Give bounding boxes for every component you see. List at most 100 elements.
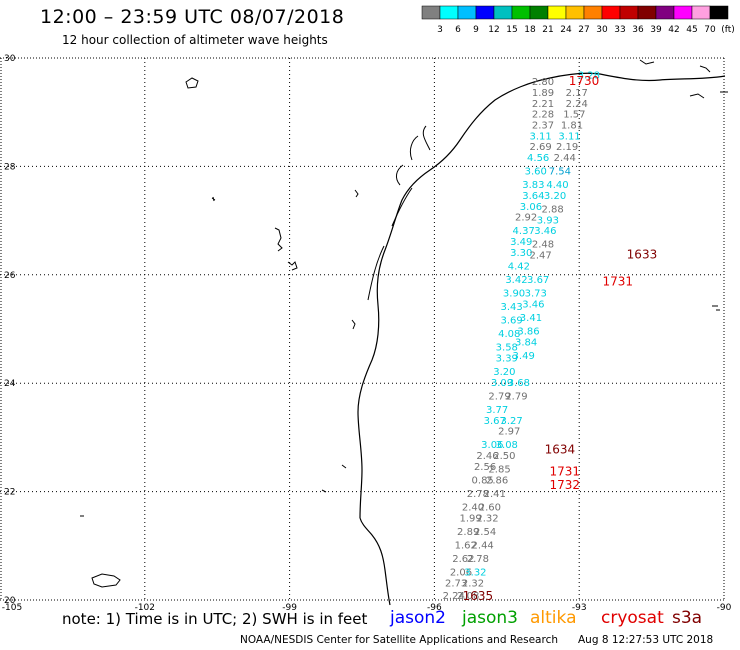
color-scale-legend: 3 6 9 12 15 18 21 24 27 30 33 36 39 42 45 70 (ft): [421, 5, 735, 35]
colorbar-label: 18: [524, 25, 536, 35]
wave-height-label: 2.37: [532, 120, 554, 131]
x-tick-label: -90: [717, 603, 732, 613]
wave-height-label: 3.77: [486, 405, 508, 416]
wave-height-label: 3.11: [558, 131, 580, 142]
colorbar-swatch: [529, 5, 549, 20]
footer-note: note: 1) Time is in UTC; 2) SWH is in fe…: [62, 610, 368, 628]
wave-height-label: 1.99: [459, 513, 481, 524]
inland-lake-3: [287, 261, 298, 271]
altimeter-track-a: 3.282.801.892.212.282.373.112.694.563.60…: [443, 71, 600, 602]
pass-time-label: 1730: [569, 74, 600, 88]
y-tick-label: 30: [4, 54, 16, 64]
colorbar-label: 21: [542, 25, 553, 35]
x-tick-label: -99: [282, 603, 297, 613]
wave-height-label: 3.43: [500, 302, 522, 313]
colorbar-swatch: [583, 5, 603, 20]
bay-matagorda: [395, 164, 404, 186]
wave-height-label: 3.06: [520, 202, 542, 213]
wave-height-label: 3.20: [493, 367, 515, 378]
y-tick-label: 26: [4, 271, 16, 281]
wave-height-label: 2.79: [488, 391, 510, 402]
wave-height-label: 3.08: [496, 440, 518, 451]
wave-height-label: 2.08: [457, 591, 479, 602]
x-tick-label: -102: [135, 603, 155, 613]
pass-time-label: 1635: [463, 589, 494, 603]
wave-height-label: 2.85: [488, 465, 510, 476]
colorbar-label: 33: [614, 25, 625, 35]
wave-height-label: 2.41: [484, 489, 506, 500]
wave-height-label: 3.39: [496, 354, 518, 365]
wave-height-label: 2.97: [498, 427, 520, 438]
wave-height-label: 4.56: [527, 153, 549, 164]
wave-height-label: 2.32: [462, 578, 484, 589]
wave-height-label: 1.81: [561, 120, 583, 131]
wave-height-label: 2.06: [450, 568, 472, 579]
satellite-jason2: jason2: [390, 608, 446, 628]
wave-height-label: 3.83: [522, 180, 544, 191]
colorbar-swatch: [457, 5, 477, 20]
wave-height-label: 2.17: [566, 88, 588, 99]
wave-height-label: 4.40: [546, 180, 568, 191]
inland-lake-6: [80, 515, 121, 588]
wave-height-label: 3.42: [505, 275, 527, 286]
wave-height-label: 2.80: [532, 77, 554, 88]
axis-tick-labels: -105 -102 -99 -96 -93 -90 30 28 26 24 22 20: [2, 54, 732, 613]
bay-galveston: [409, 125, 431, 161]
generated-timestamp: Aug 8 12:27:53 UTC 2018: [578, 634, 714, 646]
satellite-jason3: jason3: [462, 608, 518, 628]
wave-height-label: 2.32: [476, 513, 498, 524]
colorbar-label: 70: [704, 25, 716, 35]
colorbar-label: 45: [686, 25, 697, 35]
wave-height-label: 4.08: [498, 329, 520, 340]
wave-height-label: 3.06: [481, 440, 503, 451]
wave-height-label: 3.46: [522, 299, 544, 310]
colorbar-label: 15: [506, 25, 517, 35]
wave-height-label: 3.84: [515, 337, 537, 348]
colorbar-swatch: [421, 5, 441, 20]
wave-height-label: 3.67: [484, 416, 506, 427]
wave-height-label: 3.41: [520, 313, 542, 324]
x-tick-label: -96: [427, 603, 442, 613]
map-title: 12:00 – 23:59 UTC 08/07/2018: [40, 6, 345, 28]
wave-height-label: 3.32: [464, 568, 486, 579]
wave-height-label: 3.49: [510, 237, 532, 248]
colorbar-swatch: [511, 5, 531, 20]
wave-height-label: 1.57: [563, 110, 585, 121]
wave-height-label: 3.27: [500, 416, 522, 427]
wave-height-label: 3.20: [544, 191, 566, 202]
wave-height-label: 2.78: [467, 489, 489, 500]
wave-height-label: 1.62: [455, 541, 477, 552]
wave-height-label: 2.44: [554, 153, 576, 164]
colorbar-swatch: [601, 5, 621, 20]
y-tick-label: 22: [4, 488, 15, 498]
wave-height-label: 2.21: [532, 99, 554, 110]
colorbar-label: 27: [578, 25, 589, 35]
colorbar-label: 30: [596, 25, 608, 35]
wave-height-label: 4.37: [513, 226, 535, 237]
louisiana-lakes: [639, 59, 728, 311]
colorbar-swatch: [565, 5, 585, 20]
y-tick-label: 28: [4, 162, 16, 172]
wave-height-label: 1.89: [532, 88, 554, 99]
wave-height-label: 3.64: [522, 191, 544, 202]
wave-height-label: 2.48: [532, 240, 554, 251]
wave-height-label: 3.67: [527, 275, 549, 286]
wave-height-label: 2.62: [452, 554, 474, 565]
wave-height-label: 2.47: [529, 251, 551, 262]
wave-height-label: 2.92: [515, 213, 537, 224]
wave-height-label: 3.30: [510, 248, 532, 259]
y-tick-label: 20: [4, 596, 16, 606]
wave-height-label: 2.73: [445, 578, 467, 589]
satellite-altika: altika: [530, 608, 577, 628]
satellite-cryosat: cryosat: [601, 608, 664, 628]
satellite-s3a: s3a: [672, 608, 703, 628]
credit-line: NOAA/NESDIS Center for Satellite Applica…: [240, 634, 558, 646]
wave-height-label: 2.54: [474, 527, 496, 538]
wave-height-label: 0.85: [472, 475, 494, 486]
colorbar-label: 42: [668, 25, 679, 35]
coastline: [80, 59, 728, 606]
wave-height-label: 2.89: [457, 527, 479, 538]
wave-height-label: 2.69: [529, 142, 551, 153]
